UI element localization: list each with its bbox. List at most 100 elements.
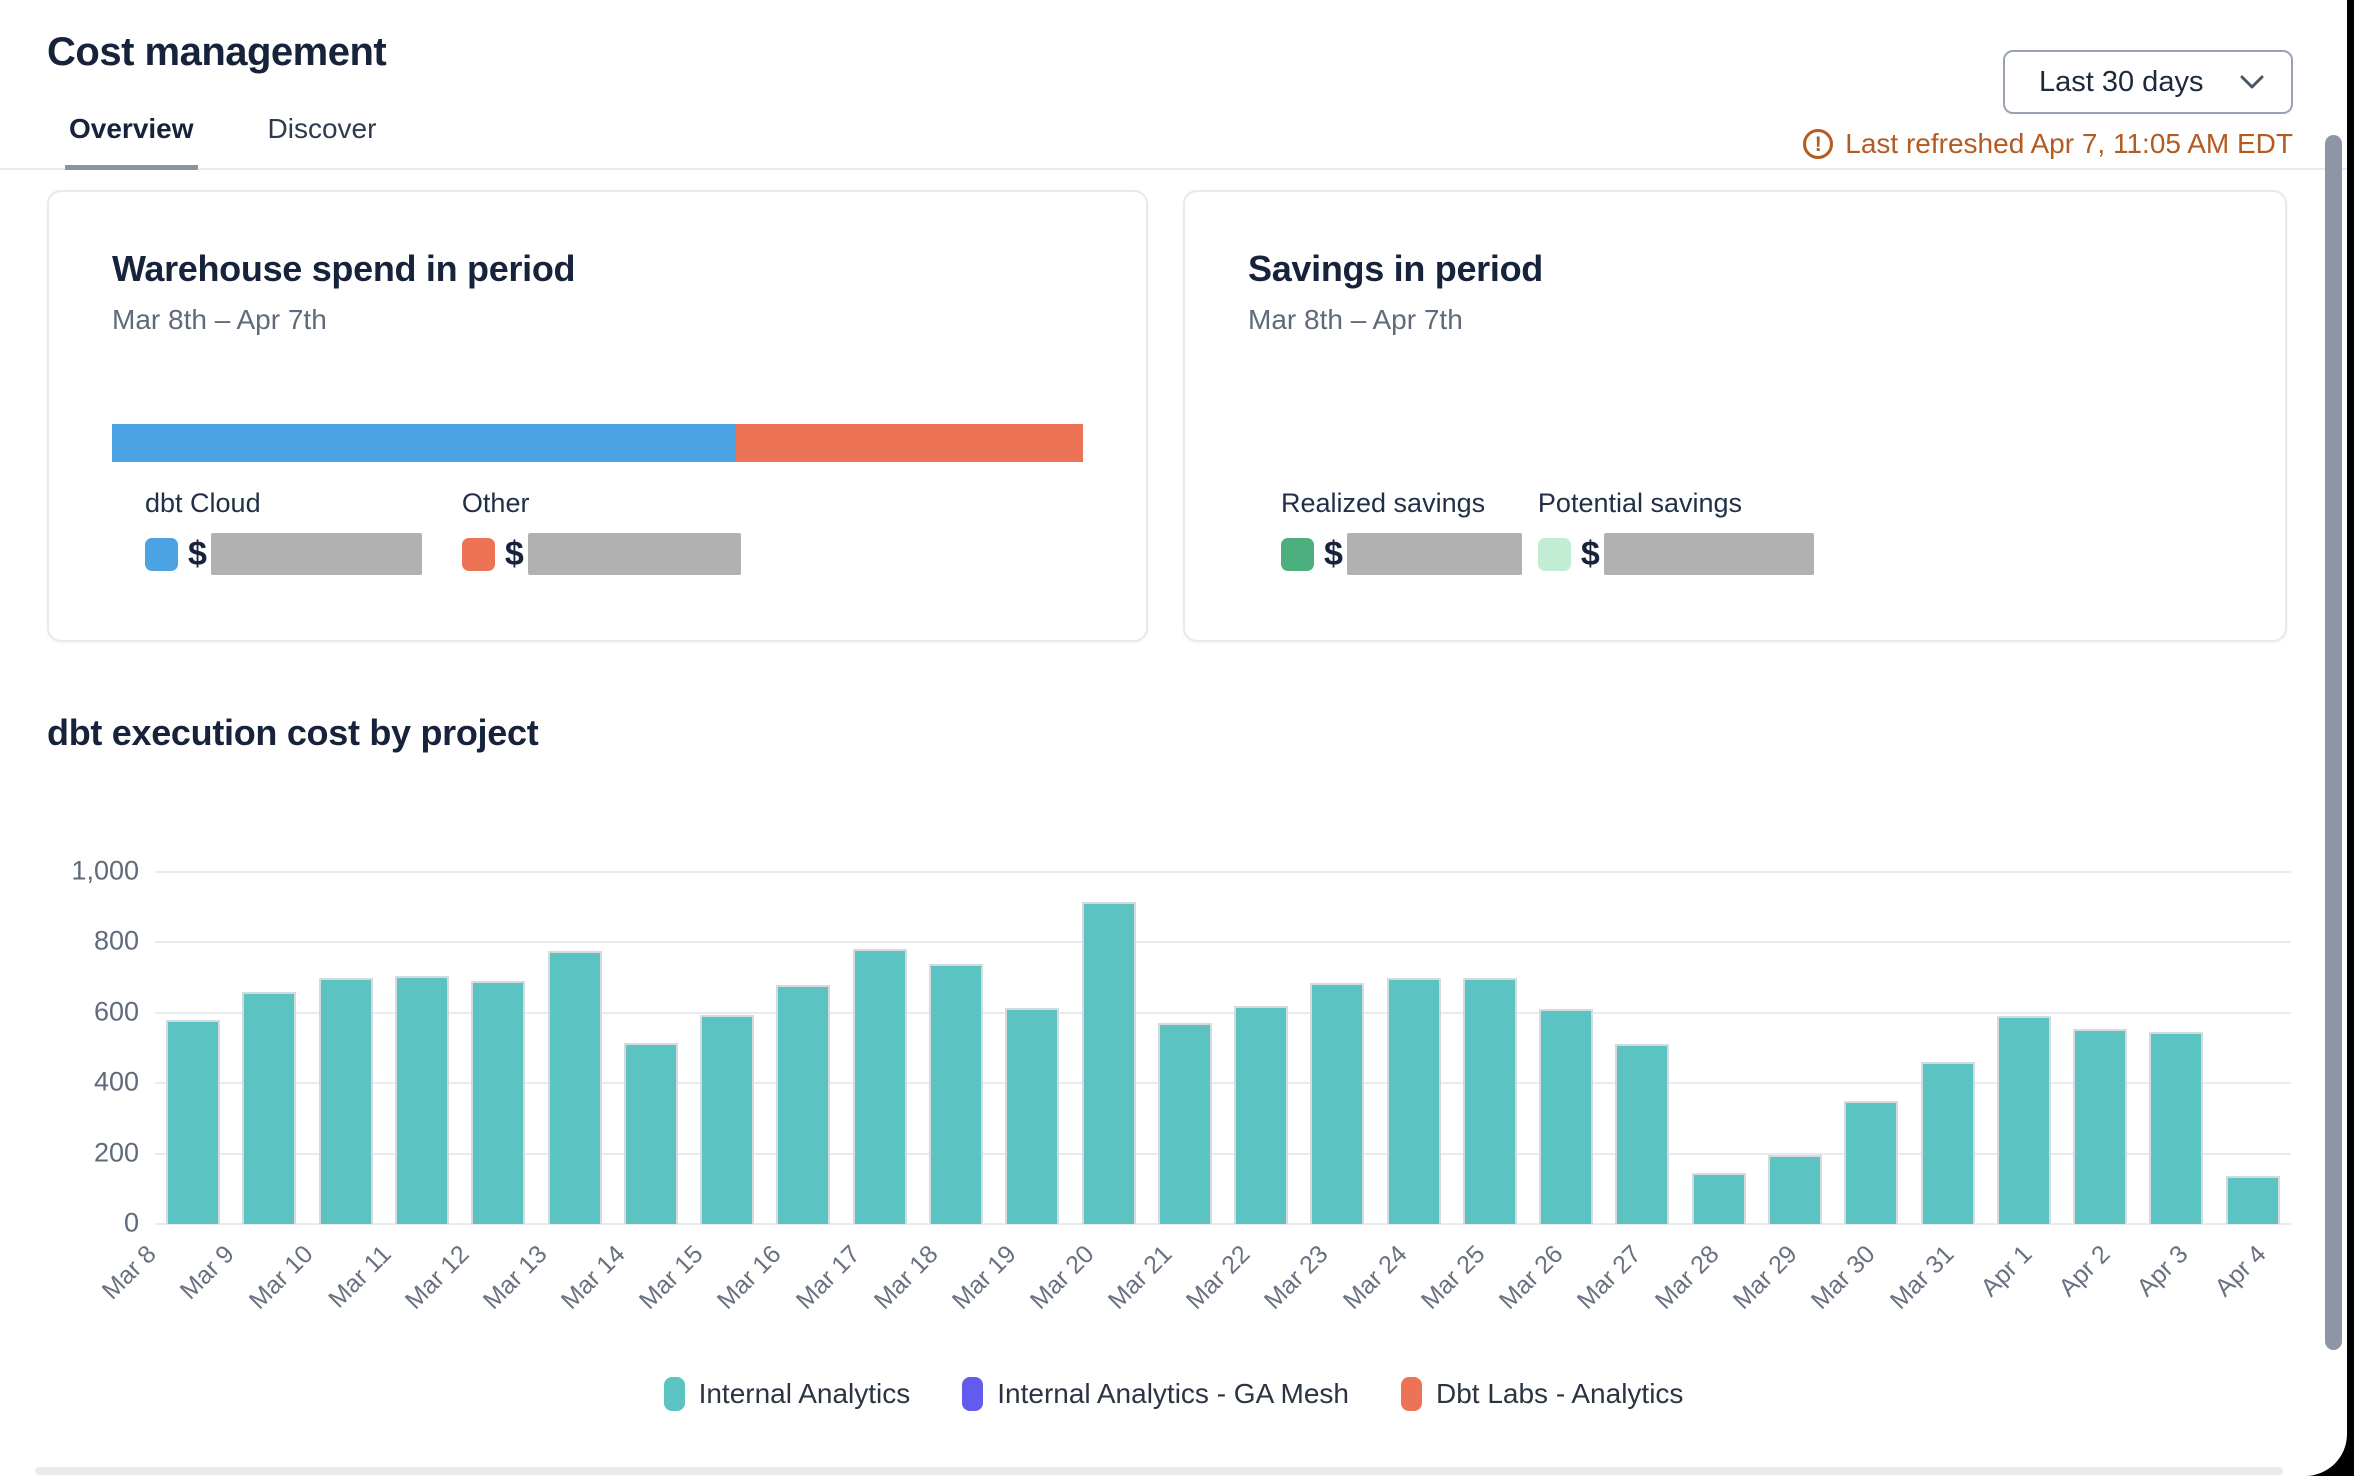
x-slot: Apr 2: [2053, 1224, 2135, 1329]
bar-chart-plot: 1,000 800 600 400 200 0: [47, 855, 2291, 1237]
bar-apr-3[interactable]: [2149, 1032, 2204, 1224]
currency-symbol: $: [1580, 534, 1600, 573]
bar-slot: [1909, 872, 1985, 1224]
bar-slot: [1986, 872, 2062, 1224]
bar-slot: [1070, 872, 1146, 1224]
x-tick-label: Mar 9: [175, 1240, 241, 1305]
bar-mar-16[interactable]: [776, 984, 831, 1224]
chevron-down-icon: [2240, 75, 2264, 89]
metric-label: Other: [461, 488, 530, 518]
x-slot: Mar 14: [556, 1224, 650, 1329]
bar-mar-26[interactable]: [1539, 1009, 1594, 1224]
page-title: Cost management: [47, 30, 387, 74]
spend-segment-dbt-cloud[interactable]: [112, 424, 737, 462]
bar-slot: [1528, 872, 1604, 1224]
bar-apr-2[interactable]: [2073, 1028, 2128, 1224]
gridline: [155, 1011, 2291, 1014]
x-slot: Mar 26: [1494, 1224, 1588, 1329]
redacted-value: [210, 533, 422, 575]
x-slot: Mar 22: [1181, 1224, 1275, 1329]
bar-mar-22[interactable]: [1234, 1005, 1289, 1224]
bar-mar-20[interactable]: [1081, 901, 1136, 1224]
gridline: [155, 1152, 2291, 1155]
bar-slot: [1376, 872, 1452, 1224]
bar-mar-30[interactable]: [1844, 1100, 1899, 1224]
spend-legend: dbt Cloud $ Other $: [145, 488, 1083, 575]
currency-symbol: $: [504, 534, 524, 573]
bar-slot: [1757, 872, 1833, 1224]
bar-mar-12[interactable]: [471, 981, 526, 1224]
bar-mar-18[interactable]: [928, 963, 983, 1224]
y-tick-label: 800: [93, 925, 139, 956]
legend-swatch: [1537, 537, 1571, 571]
tab-discover[interactable]: Discover: [267, 113, 377, 144]
bar-mar-23[interactable]: [1310, 982, 1365, 1224]
x-slot: Mar 9: [175, 1224, 259, 1329]
legend-item-internal-analytics[interactable]: Internal Analytics: [663, 1377, 911, 1411]
spend-segment-other[interactable]: [736, 424, 1083, 462]
bar-mar-28[interactable]: [1691, 1172, 1746, 1224]
bar-apr-1[interactable]: [1996, 1016, 2051, 1224]
x-slot: Apr 3: [2131, 1224, 2213, 1329]
redacted-value: [527, 533, 741, 575]
bar-mar-17[interactable]: [852, 949, 907, 1224]
bar-mar-14[interactable]: [623, 1042, 678, 1224]
bar-mar-13[interactable]: [547, 951, 602, 1224]
bar-mar-19[interactable]: [1005, 1007, 1060, 1224]
warehouse-spend-card: Warehouse spend in period Mar 8th – Apr …: [47, 190, 1148, 642]
x-axis-labels: Mar 8 Mar 9 Mar 10 Mar 11 Mar 12 Mar 13 Mar 14…: [97, 1224, 2291, 1329]
x-slot: Mar 24: [1337, 1224, 1431, 1329]
tab-overview[interactable]: Overview: [65, 105, 198, 170]
bar-mar-25[interactable]: [1462, 977, 1517, 1224]
bar-mar-29[interactable]: [1768, 1155, 1823, 1224]
horizontal-scrollbar-track[interactable]: [35, 1467, 2283, 1475]
y-tick-label: 600: [93, 996, 139, 1027]
bar-slot: [1223, 872, 1299, 1224]
x-slot: Mar 11: [323, 1224, 415, 1329]
bar-mar-8[interactable]: [166, 1019, 221, 1224]
bar-mar-27[interactable]: [1615, 1044, 1670, 1224]
page-header: Cost management Last 30 days ! Last refr…: [0, 0, 2347, 159]
legend-item-dbt-labs-analytics[interactable]: Dbt Labs - Analytics: [1400, 1377, 1684, 1411]
gridline: [155, 1223, 2291, 1225]
legend-label: Dbt Labs - Analytics: [1435, 1378, 1684, 1409]
bar-slot: [2138, 872, 2214, 1224]
legend-item-internal-analytics-ga-mesh[interactable]: Internal Analytics - GA Mesh: [962, 1377, 1349, 1411]
card-title: Savings in period: [1248, 248, 1543, 289]
card-date-range: Mar 8th – Apr 7th: [112, 304, 327, 335]
y-tick-label: 0: [123, 1207, 139, 1238]
chart-title: dbt execution cost by project: [47, 712, 539, 753]
bar-apr-4[interactable]: [2225, 1176, 2280, 1224]
legend-swatch: [962, 1377, 984, 1411]
bar-mar-11[interactable]: [394, 975, 449, 1224]
bar-mar-21[interactable]: [1157, 1023, 1212, 1224]
bar-slot: [231, 872, 307, 1224]
card-title: Warehouse spend in period: [112, 248, 576, 289]
bar-slot: [1604, 872, 1680, 1224]
x-tick-label: Apr 1: [1975, 1240, 2038, 1303]
bar-slot: [1681, 872, 1757, 1224]
bar-mar-10[interactable]: [318, 977, 373, 1224]
last-refreshed-status: ! Last refreshed Apr 7, 11:05 AM EDT: [1803, 128, 2293, 160]
bar-slot: [1452, 872, 1528, 1224]
card-date-range: Mar 8th – Apr 7th: [1248, 304, 1463, 335]
redacted-value: [1346, 533, 1522, 575]
metric-value-row: $: [1281, 533, 1522, 575]
bar-slot: [384, 872, 460, 1224]
bar-mar-9[interactable]: [242, 991, 297, 1224]
date-range-dropdown[interactable]: Last 30 days: [2003, 50, 2293, 114]
metric-realized-savings: Realized savings $: [1281, 488, 1522, 575]
metric-label: dbt Cloud: [145, 488, 261, 518]
bar-mar-31[interactable]: [1920, 1062, 1975, 1224]
x-tick-label: Apr 4: [2209, 1240, 2272, 1303]
bar-mar-24[interactable]: [1386, 977, 1441, 1224]
bar-mar-15[interactable]: [700, 1014, 755, 1224]
legend-label: Internal Analytics: [698, 1378, 911, 1409]
vertical-scrollbar-thumb[interactable]: [2325, 135, 2342, 1350]
bar-slot: [1147, 872, 1223, 1224]
metric-dbt-cloud: dbt Cloud $: [145, 488, 422, 575]
legend-swatch: [663, 1377, 685, 1411]
x-slot: Mar 28: [1650, 1224, 1744, 1329]
metric-value-row: $: [1537, 533, 1814, 575]
